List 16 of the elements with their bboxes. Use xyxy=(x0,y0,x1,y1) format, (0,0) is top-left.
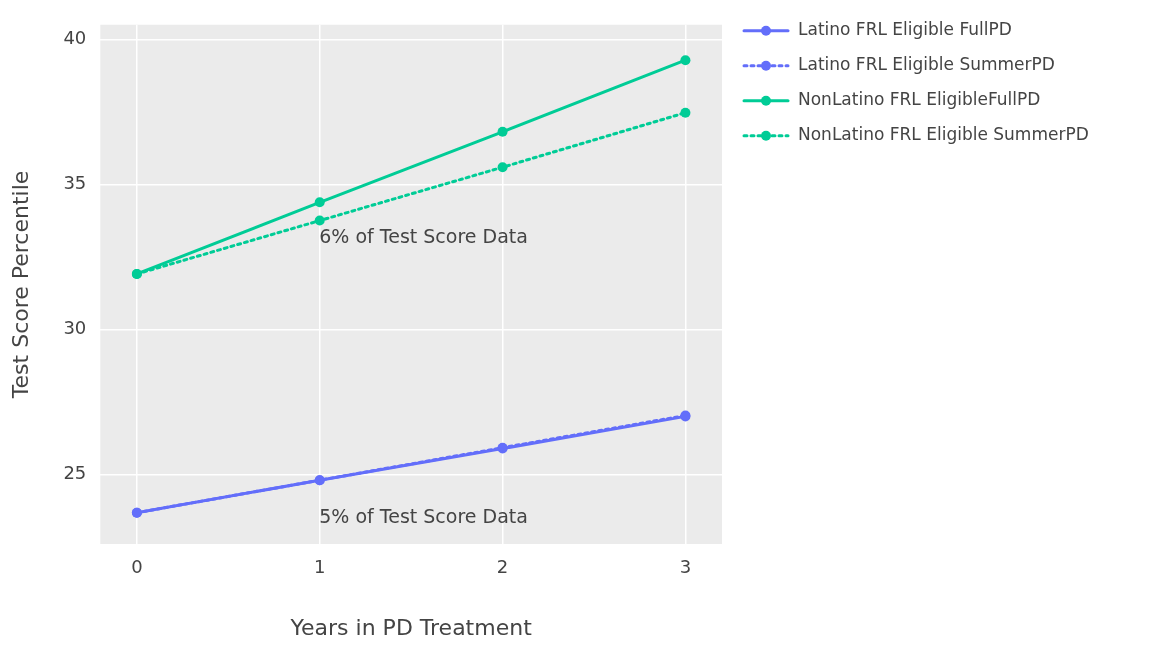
y-axis-title: Test Score Percentile xyxy=(7,170,33,400)
legend-label: NonLatino FRL EligibleFullPD xyxy=(798,89,1041,110)
legend-label: Latino FRL Eligible FullPD xyxy=(798,19,1012,40)
x-tick-label: 2 xyxy=(496,556,509,578)
x-axis-title: Years in PD Treatment xyxy=(289,614,533,640)
x-tick-label: 3 xyxy=(679,556,692,578)
legend-label: Latino FRL Eligible SummerPD xyxy=(798,54,1055,75)
annotation: 6% of Test Score Data xyxy=(319,224,528,247)
x-tick-label: 1 xyxy=(314,556,326,578)
y-tick-label: 40 xyxy=(63,26,87,48)
y-tick-label: 30 xyxy=(63,317,87,339)
annotation: 5% of Test Score Data xyxy=(319,504,528,527)
legend-label: NonLatino FRL Eligible SummerPD xyxy=(798,124,1089,145)
y-tick-label: 35 xyxy=(63,172,87,193)
x-tick-label: 0 xyxy=(131,556,143,578)
y-tick-label: 25 xyxy=(63,462,87,484)
